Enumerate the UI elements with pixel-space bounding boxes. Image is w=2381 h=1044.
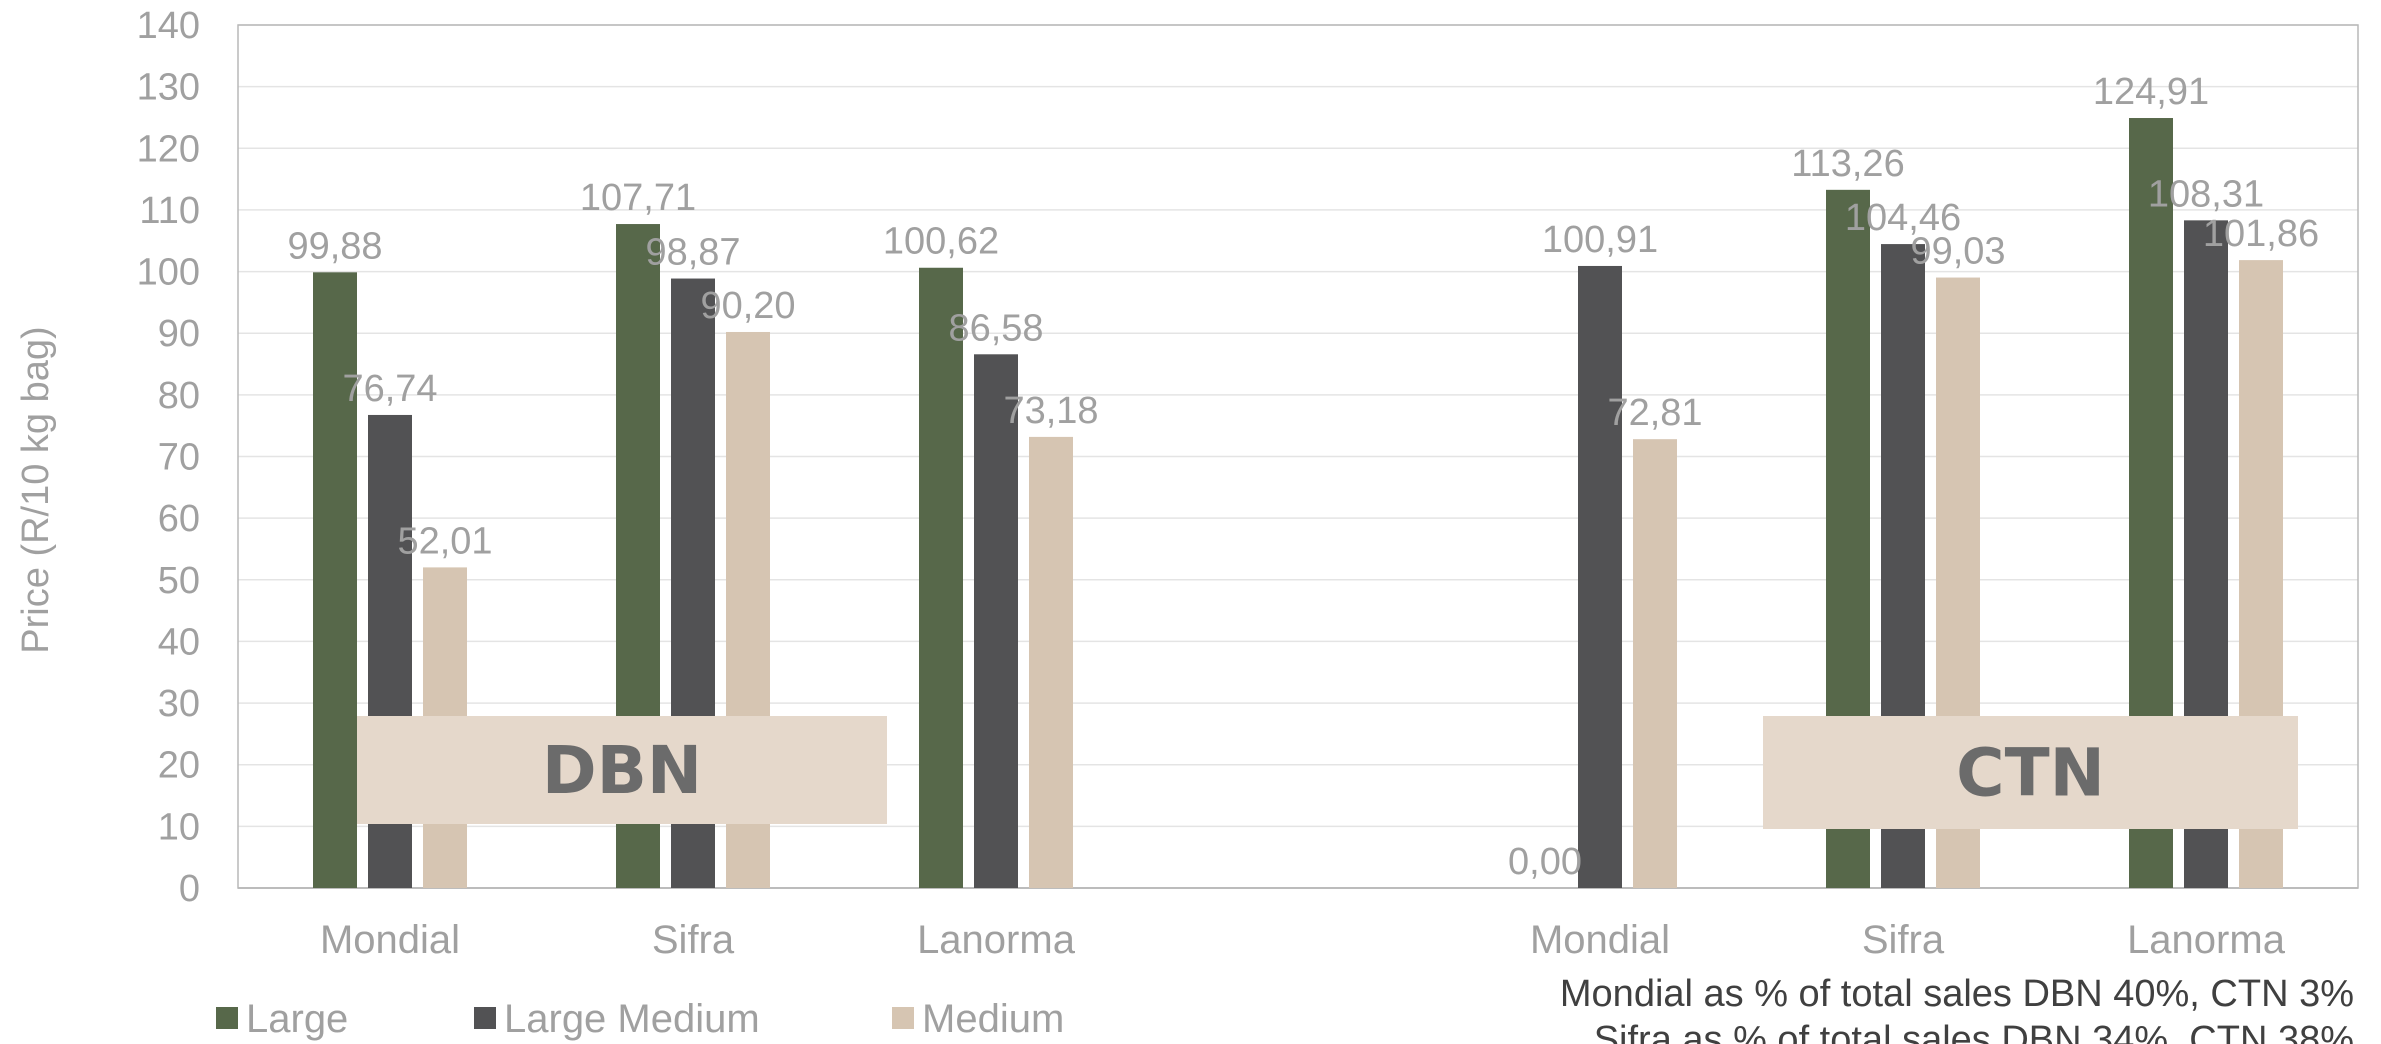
data-label: 52,01	[397, 520, 492, 562]
y-tick-label: 70	[158, 437, 200, 479]
data-label: 100,62	[883, 221, 999, 263]
data-label: 100,91	[1542, 219, 1658, 261]
y-tick-label: 50	[158, 560, 200, 602]
data-label: 72,81	[1607, 392, 1702, 434]
bar	[974, 354, 1018, 888]
bar	[919, 267, 963, 888]
note-text: Mondial as % of total sales DBN 40%, CTN…	[1560, 973, 2354, 1015]
category-label: Lanorma	[917, 918, 1076, 962]
legend-label: Large	[246, 997, 348, 1041]
data-label: 107,71	[580, 177, 696, 219]
y-tick-label: 120	[137, 128, 200, 170]
panel-labels: DBN CTN	[357, 716, 2298, 829]
y-tick-label: 30	[158, 683, 200, 725]
y-tick-label: 60	[158, 498, 200, 540]
legend-swatch	[474, 1007, 496, 1029]
data-label: 99,88	[287, 225, 382, 267]
data-label: 99,03	[1910, 231, 2005, 273]
data-label: 101,86	[2203, 213, 2319, 255]
bar	[1633, 439, 1677, 888]
y-tick-label: 90	[158, 313, 200, 355]
legend-label: Large Medium	[504, 997, 760, 1041]
data-label: 90,20	[700, 285, 795, 327]
y-axis-ticks: 0 10 20 30 40 50 60 70 80 90 100 110 120 130 140	[137, 5, 200, 910]
legend-swatch	[892, 1007, 914, 1029]
category-label: Sifra	[1862, 918, 1945, 962]
data-label: 124,91	[2093, 71, 2209, 113]
panel-box	[357, 716, 887, 824]
bar	[1578, 265, 1622, 888]
y-tick-label: 140	[137, 5, 200, 47]
y-tick-label: 40	[158, 621, 200, 663]
plot-border	[237, 24, 2359, 889]
y-tick-label: 130	[137, 67, 200, 109]
data-label: 76,74	[342, 368, 437, 410]
y-tick-label: 0	[179, 868, 200, 910]
data-label: 104,46	[1845, 197, 1961, 239]
y-tick-label: 20	[158, 745, 200, 787]
bar	[1029, 436, 1073, 888]
data-label: 86,58	[948, 307, 1043, 349]
y-tick-label: 10	[158, 806, 200, 848]
y-axis-label: Price (R/10 kg bag)	[15, 326, 57, 653]
category-label: Sifra	[652, 918, 735, 962]
category-labels: Mondial Sifra Lanorma Mondial Sifra Lanorma	[320, 918, 2286, 962]
legend-label: Medium	[922, 997, 1064, 1041]
data-label: 108,31	[2148, 173, 2264, 215]
category-label: Mondial	[1530, 918, 1670, 962]
data-label: 98,87	[645, 232, 740, 274]
panel-label: DBN	[542, 732, 702, 809]
note-text: Sifra as % of total sales DBN 34%, CTN 3…	[1594, 1019, 2354, 1044]
data-label: 73,18	[1003, 390, 1098, 432]
gridlines	[237, 24, 2359, 889]
notes: Mondial as % of total sales DBN 40%, CTN…	[1560, 973, 2354, 1044]
category-label: Mondial	[320, 918, 460, 962]
data-label: 0,00	[1508, 841, 1582, 883]
bar	[313, 272, 357, 888]
panel-box	[1763, 716, 2298, 829]
category-label: Lanorma	[2127, 918, 2286, 962]
data-labels: 99,88 76,74 52,01 107,71 98,87 90,20 100,62 86,…	[287, 71, 2319, 883]
legend: Large Large Medium Medium	[216, 997, 1064, 1041]
legend-swatch	[216, 1007, 238, 1029]
y-tick-label: 100	[137, 252, 200, 294]
y-tick-label: 80	[158, 375, 200, 417]
data-label: 113,26	[1791, 143, 1904, 185]
panel-label: CTN	[1956, 735, 2105, 812]
y-tick-label: 110	[139, 190, 200, 232]
